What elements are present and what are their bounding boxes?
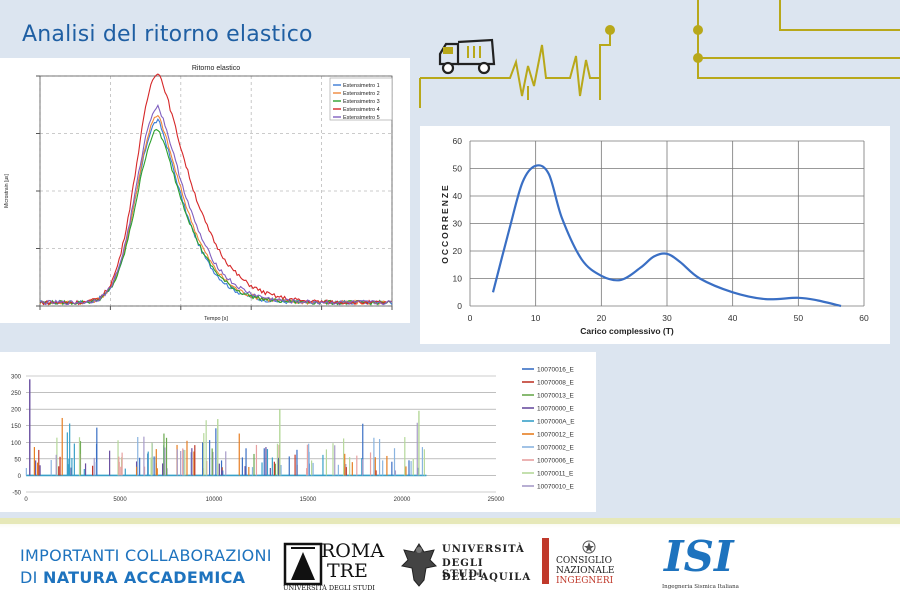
y-tick-label: 40 — [453, 191, 463, 201]
page-title: Analisi del ritorno elastico — [22, 22, 313, 47]
legend-label-1: 10070016_E — [537, 367, 575, 374]
series-line-2 — [39, 114, 393, 306]
series-line-1 — [39, 118, 393, 306]
legend-label-5: 1007000A_E — [537, 419, 575, 426]
chart-eventi-panel: -50 0 50 100 150 200 250 300 0 5000 10000 15000 2000… — [0, 352, 596, 512]
y-tick-label: 30 — [453, 219, 463, 229]
collaborations-line2: DI NATURA ACCADEMICA — [20, 568, 245, 587]
aquila-l1: UNIVERSITÀ — [442, 544, 525, 555]
x-tick-label: 60 — [859, 313, 869, 323]
x-axis-label: Carico complessivo (T) — [580, 326, 674, 336]
legend-label-7: 10070002_E — [537, 445, 575, 452]
y-tick-label: 0 — [18, 474, 22, 480]
roma-tre-logo: ROMA TRE UNIVERSITÀ DEGLI STUDI — [283, 540, 384, 592]
series-line-occorrenze — [491, 164, 842, 308]
y-tick-label: 50 — [14, 457, 21, 463]
x-tick-label: 40 — [728, 313, 738, 323]
x-tick-label: 10000 — [206, 497, 223, 503]
y-tick-label: 50 — [453, 164, 463, 174]
legend-label-9: 10070011_E — [537, 471, 574, 478]
series-line-5 — [39, 104, 393, 306]
series-line-3 — [39, 128, 393, 306]
legend-label-10: 10070010_E — [537, 484, 575, 491]
x-tick-label: 10 — [531, 313, 541, 323]
y-tick-label: 300 — [11, 375, 22, 381]
aquila-logo: UNIVERSITÀ DEGLI STUDI DELL'AQUILA — [400, 540, 530, 592]
cni-l3: INGEGNERI — [556, 576, 614, 586]
chart-ritorno-elastico-panel: Ritorno elastico Tempo [s] Microstrain [με… — [0, 58, 410, 323]
aquila-l3: DELL'AQUILA — [442, 572, 532, 583]
legend-label-8: 10070006_E — [537, 458, 575, 465]
chart-title: Ritorno elastico — [192, 65, 240, 72]
cni-logo: CONSIGLIO NAZIONALE INGEGNERI — [542, 538, 632, 594]
x-tick-label: 25000 — [488, 497, 505, 503]
x-tick-label: 0 — [24, 497, 28, 503]
x-tick-label: 15000 — [300, 497, 317, 503]
legend-label-4: 10070000_E — [537, 406, 575, 413]
y-axis-label: Microstrain [με] — [4, 174, 10, 208]
legend-label-3: Estensimetro 3 — [343, 99, 380, 105]
y-tick-label: 250 — [11, 391, 22, 397]
legend-label-5: Estensimetro 5 — [343, 115, 380, 121]
collab-bold: NATURA ACCADEMICA — [43, 568, 246, 587]
y-tick-label: -50 — [12, 491, 21, 497]
y-tick-label: 0 — [457, 301, 462, 311]
isi-l1: ISI — [664, 532, 734, 581]
collaborations-line1: IMPORTANTI COLLABORAZIONI — [20, 546, 272, 565]
legend-label-2: 10070008_E — [537, 380, 575, 387]
y-tick-label: 100 — [11, 441, 22, 447]
x-tick-label: 20 — [597, 313, 607, 323]
cni-l2: NAZIONALE — [556, 566, 615, 576]
footer-band — [0, 518, 900, 524]
circuit-decoration — [419, 0, 900, 108]
y-tick-label: 200 — [11, 408, 22, 414]
x-tick-label: 0 — [468, 313, 473, 323]
y-tick-label: 60 — [453, 136, 463, 146]
roma-tre-emblem-icon — [283, 542, 323, 586]
y-tick-label: 10 — [453, 274, 463, 284]
isi-l2: Ingegneria Sismica Italiana — [662, 584, 739, 590]
y-axis-label: OCCORRENZE — [440, 183, 450, 263]
chart-ritorno-elastico: Ritorno elastico Tempo [s] Microstrain [με… — [4, 65, 393, 322]
chart-occorrenze: 0 10 20 30 40 50 60 0 10 20 30 40 50 60 Carico comples… — [440, 136, 869, 336]
star-emblem-icon — [582, 540, 596, 554]
roma-tre-l3: UNIVERSITÀ DEGLI STUDI — [283, 584, 375, 592]
legend-label-2: Estensimetro 2 — [343, 91, 380, 97]
footer: IMPORTANTI COLLABORAZIONI DI NATURA ACCA… — [0, 518, 900, 601]
collab-prefix: DI — [20, 568, 44, 587]
y-tick-label: 20 — [453, 246, 463, 256]
chart-occorrenze-panel: 0 10 20 30 40 50 60 0 10 20 30 40 50 60 Carico comples… — [420, 126, 890, 344]
legend-label-4: Estensimetro 4 — [343, 107, 380, 113]
x-tick-label: 50 — [794, 313, 804, 323]
cni-l1: CONSIGLIO — [556, 556, 612, 566]
eagle-icon — [400, 543, 438, 587]
x-tick-label: 5000 — [113, 497, 127, 503]
legend-label-6: 10070012_E — [537, 432, 575, 439]
x-tick-label: 20000 — [394, 497, 411, 503]
y-tick-label: 150 — [11, 424, 22, 430]
x-axis-label: Tempo [s] — [204, 316, 228, 322]
isi-logo: ISI Ingegneria Sismica Italiana — [662, 532, 742, 596]
roma-tre-l1: ROMA — [321, 540, 385, 562]
legend-label-3: 10070013_E — [537, 393, 575, 400]
roma-tre-l2: TRE — [327, 560, 368, 582]
legend-label-1: Estensimetro 1 — [343, 83, 380, 89]
truck-icon — [438, 38, 496, 75]
aquila-l2: DEGLI STUDI — [442, 558, 484, 580]
x-tick-label: 30 — [662, 313, 672, 323]
cni-bar — [542, 538, 549, 584]
